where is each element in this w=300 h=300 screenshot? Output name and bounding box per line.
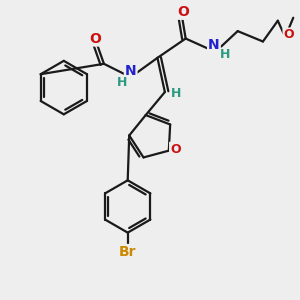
- Text: H: H: [171, 87, 181, 100]
- Text: O: O: [177, 5, 189, 19]
- Text: O: O: [284, 28, 294, 41]
- Text: N: N: [208, 38, 220, 52]
- Text: Br: Br: [119, 245, 136, 259]
- Text: O: O: [170, 143, 181, 156]
- Text: H: H: [220, 48, 230, 62]
- Text: N: N: [125, 64, 136, 78]
- Text: H: H: [117, 76, 128, 89]
- Text: O: O: [89, 32, 101, 46]
